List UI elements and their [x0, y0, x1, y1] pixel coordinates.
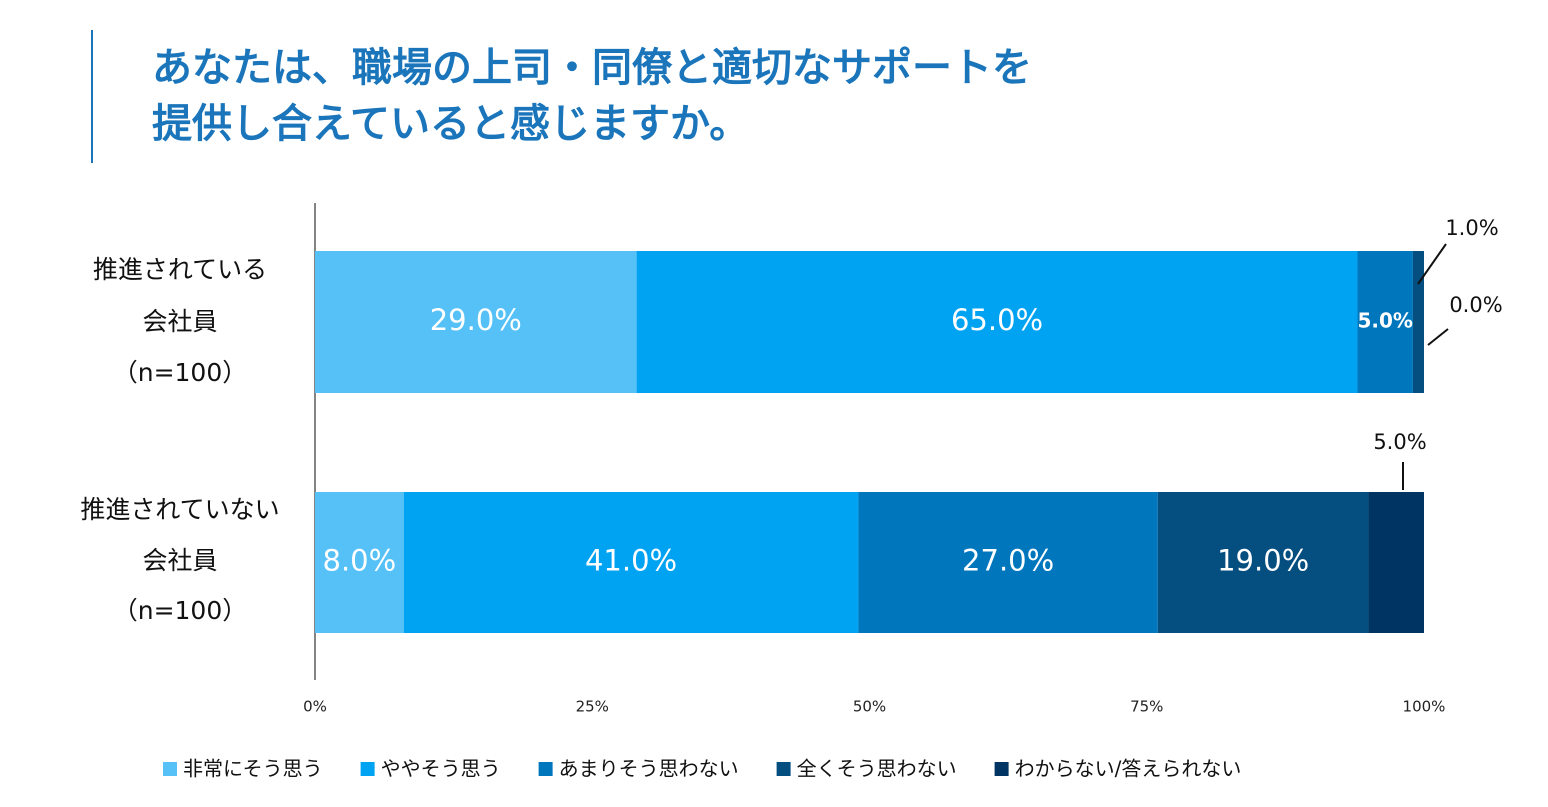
x-tick-label: 50%: [853, 698, 886, 716]
legend-swatch: [163, 762, 177, 776]
bar-segment: [1157, 492, 1369, 633]
value-label: 5.0%: [1373, 430, 1426, 454]
value-label: 65.0%: [951, 303, 1043, 337]
x-tick-label: 25%: [576, 698, 609, 716]
legend-swatch: [538, 762, 553, 776]
bar-segment: [1412, 251, 1424, 393]
bar-segment: [315, 492, 404, 633]
value-label: 27.0%: [962, 544, 1054, 578]
callout-line: [1427, 328, 1449, 346]
value-label: 1.0%: [1445, 216, 1498, 240]
bar-segment: [403, 492, 859, 633]
category-label: 会社員: [142, 307, 217, 336]
legend-label: 全くそう思わない: [797, 757, 957, 781]
legend-label: ややそう思う: [381, 757, 501, 781]
callout-line: [1417, 243, 1447, 285]
category-label: 推進されている: [93, 255, 267, 284]
legend-label: 非常にそう思う: [183, 757, 323, 781]
legend-swatch: [776, 762, 791, 776]
legend-swatch: [360, 762, 375, 776]
bar-segment: [1357, 251, 1413, 393]
category-label: 推進されていない: [80, 495, 279, 524]
legend-label: わからない/答えられない: [1015, 757, 1242, 781]
x-tick-label: 75%: [1130, 698, 1163, 716]
category-label: （n=100）: [113, 358, 248, 387]
value-label: 19.0%: [1217, 544, 1309, 578]
bar-segment: [315, 251, 637, 393]
bar-segment: [858, 492, 1158, 633]
chart-title: 提供し合えていると感じますか。: [152, 101, 749, 147]
value-label: 8.0%: [323, 544, 397, 578]
chart-title: あなたは、職場の上司・同僚と適切なサポートを: [152, 45, 1032, 91]
legend-label: あまりそう思わない: [559, 757, 739, 781]
category-label: 会社員: [142, 546, 217, 575]
legend-swatch: [994, 762, 1009, 776]
value-label: 0.0%: [1449, 293, 1502, 317]
value-label: 29.0%: [430, 303, 522, 337]
x-tick-label: 100%: [1403, 698, 1446, 716]
bar-segment: [1368, 492, 1424, 633]
x-tick-label: 0%: [303, 698, 327, 716]
bar-segment: [636, 251, 1358, 393]
value-label: 5.0%: [1357, 309, 1412, 333]
value-label: 41.0%: [585, 544, 677, 578]
category-label: （n=100）: [113, 596, 248, 625]
